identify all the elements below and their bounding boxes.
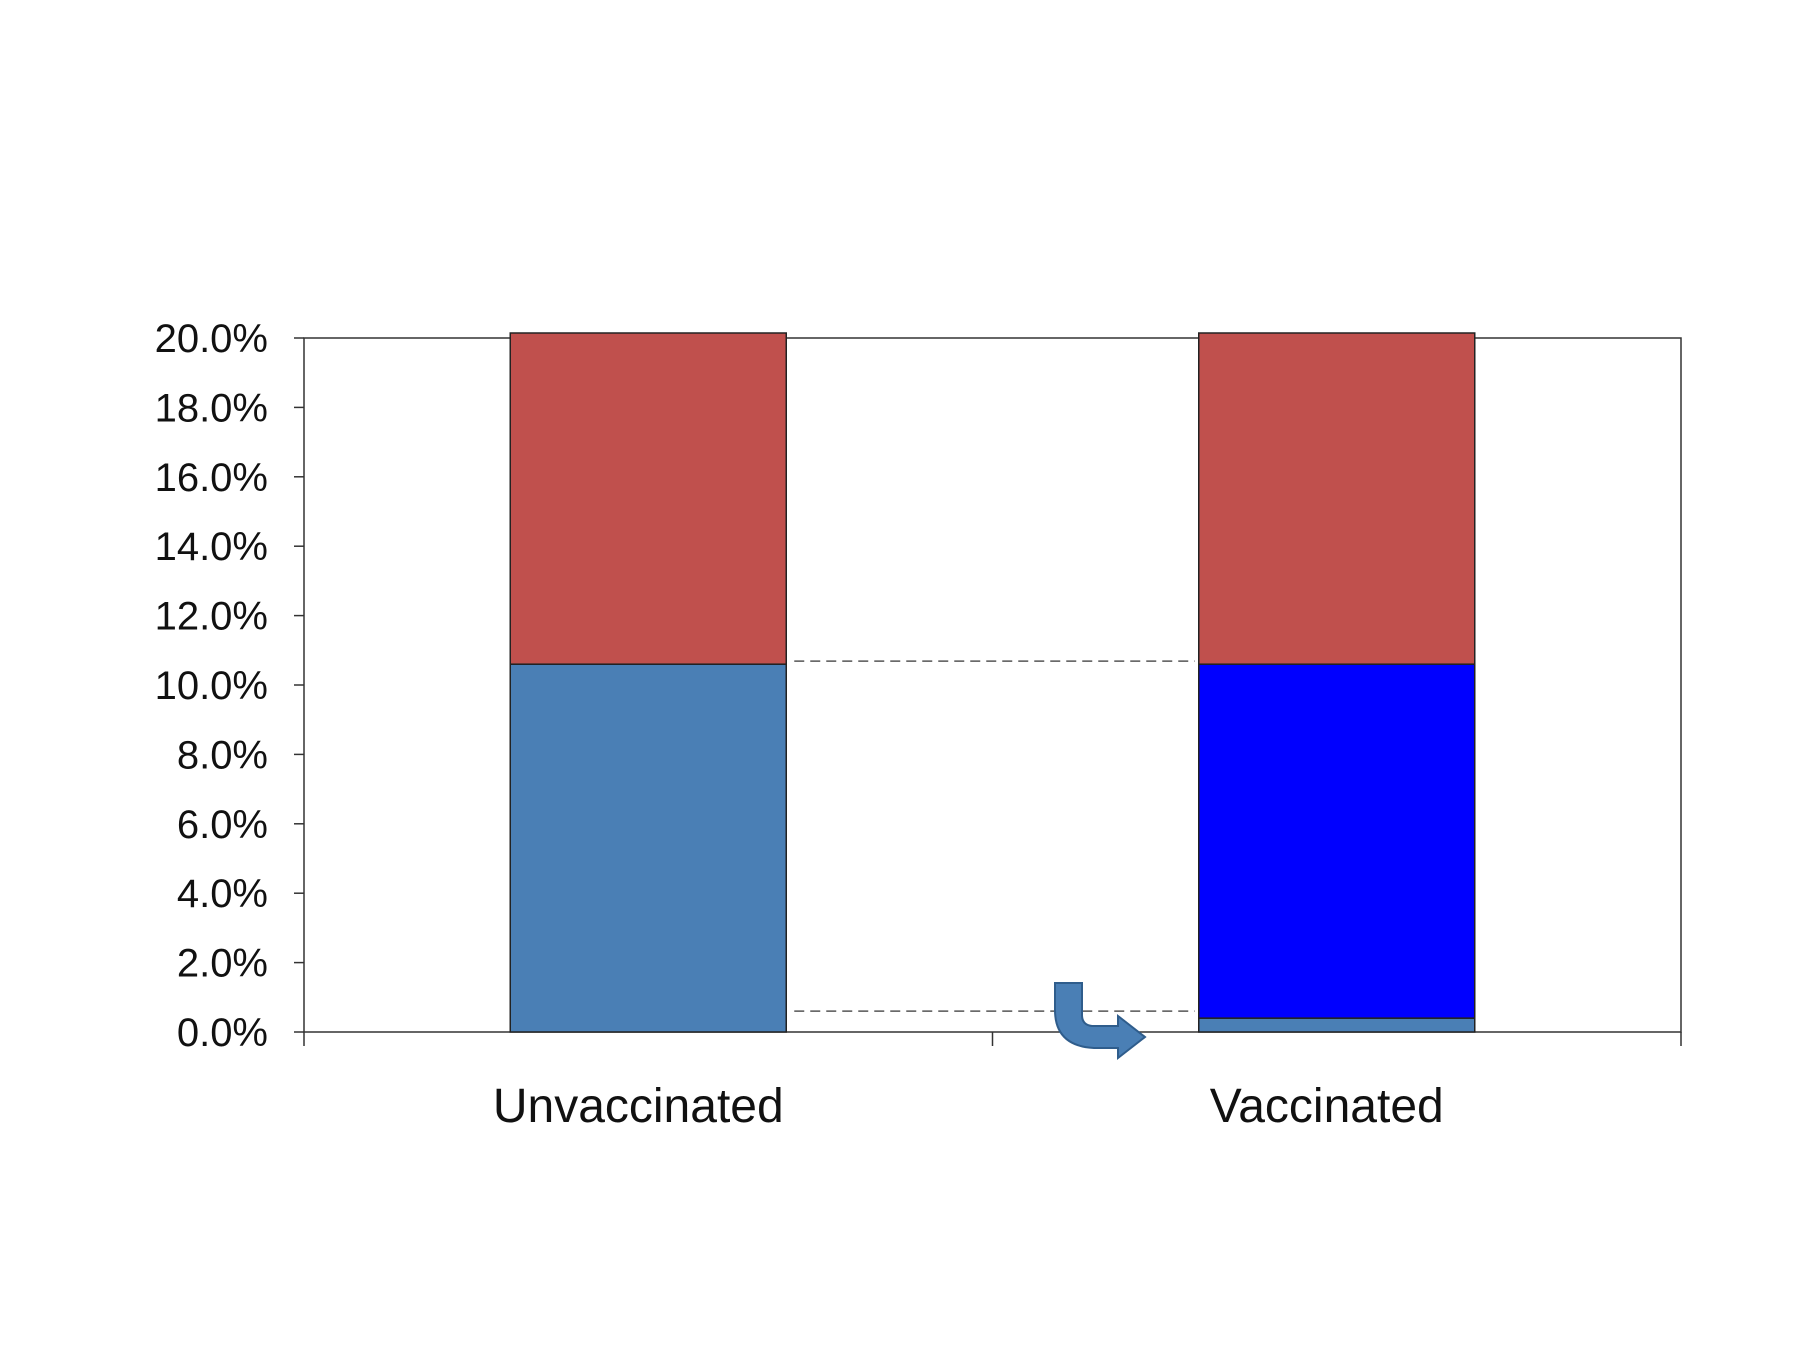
curved-arrow-icon xyxy=(1054,982,1147,1061)
y-tick-label: 2.0% xyxy=(177,942,268,986)
reference-lines xyxy=(794,660,1195,1012)
y-tick-label: 12.0% xyxy=(155,595,268,639)
y-tick-label: 16.0% xyxy=(155,456,268,500)
bar-segment xyxy=(1198,663,1476,1019)
y-tick-label: 0.0% xyxy=(177,1011,268,1055)
y-tick-label: 8.0% xyxy=(177,733,268,777)
x-axis: Unvaccinated Vaccinated xyxy=(303,1032,1682,1133)
y-tick-label: 10.0% xyxy=(155,664,268,708)
bar-segment xyxy=(509,663,787,1033)
y-tick-label: 18.0% xyxy=(155,386,268,430)
category-label: Unvaccinated xyxy=(493,1080,784,1133)
y-tick-label: 14.0% xyxy=(155,525,268,569)
category-label: Vaccinated xyxy=(1210,1080,1444,1133)
bars xyxy=(509,332,1476,1033)
y-tick-label: 20.0% xyxy=(155,317,268,361)
y-tick-label: 4.0% xyxy=(177,872,268,916)
y-axis: 0.0% 2.0% 4.0% 6.0% 8.0% 10.0% 12.0% 14.0% 16.0%… xyxy=(155,317,304,1055)
y-tick-label: 6.0% xyxy=(177,803,268,847)
bar-segment xyxy=(1198,1017,1476,1033)
bar-segment xyxy=(509,332,787,665)
bar-segment xyxy=(1198,332,1476,665)
